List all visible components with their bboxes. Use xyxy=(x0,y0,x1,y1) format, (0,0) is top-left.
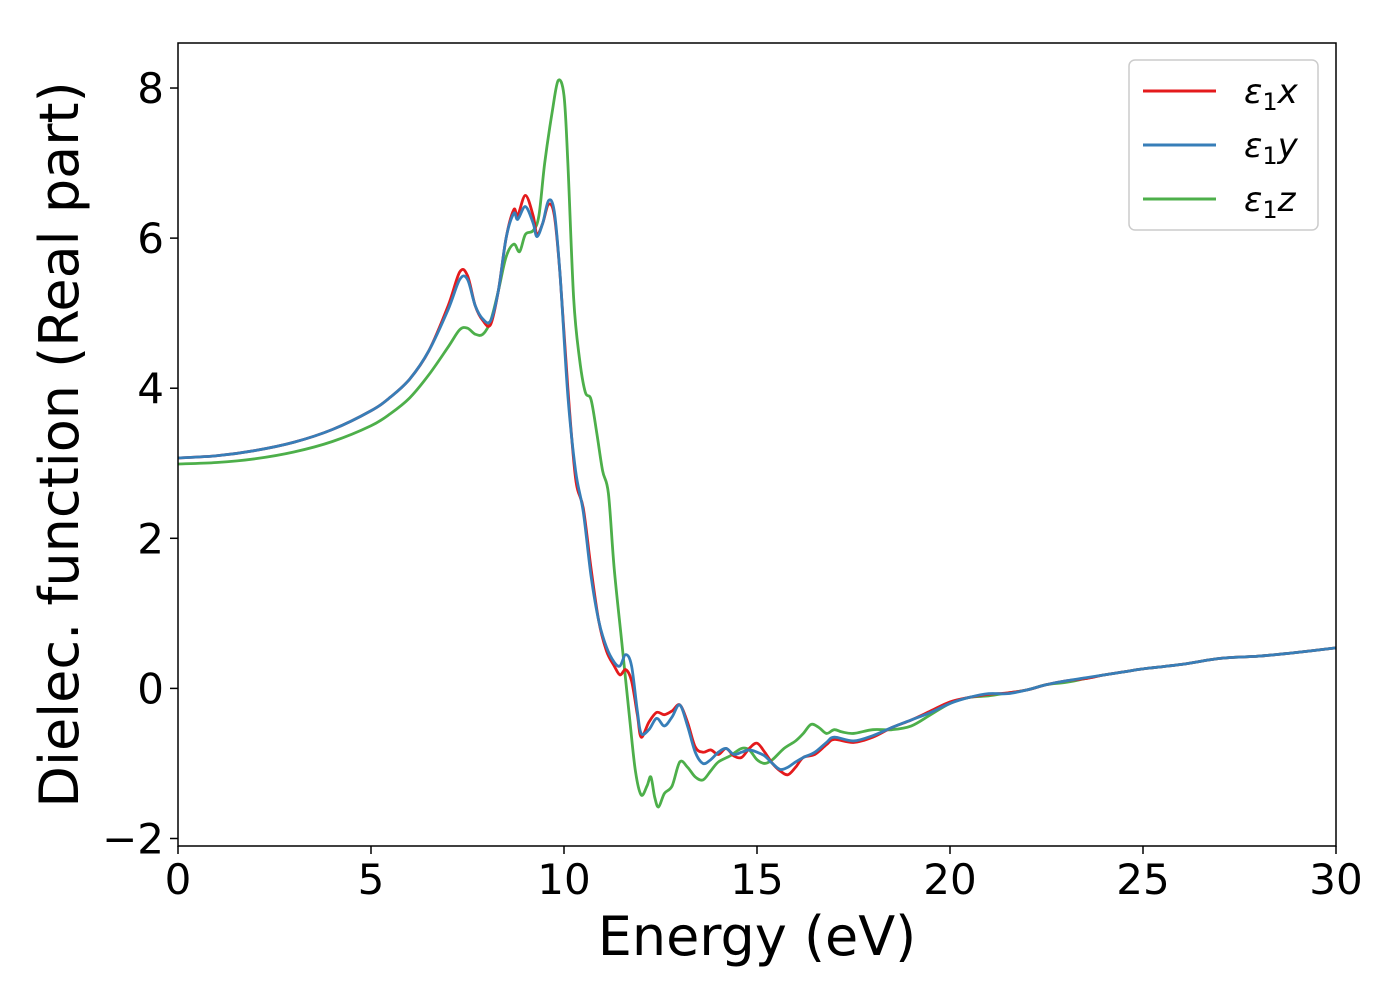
y-tick-label: −2 xyxy=(102,814,164,863)
y-tick-label: 4 xyxy=(137,364,164,413)
y-tick-label: 2 xyxy=(137,514,164,563)
legend-box xyxy=(1128,59,1319,231)
series-lines xyxy=(178,78,1336,809)
legend-label: ε1x xyxy=(1244,72,1299,116)
legend-item-x: ε1x xyxy=(1143,72,1299,116)
x-axis-title: Energy (eV) xyxy=(598,905,917,968)
x-tick-label: 5 xyxy=(358,855,385,904)
y-tick-label: 0 xyxy=(137,664,164,713)
y-tick-label: 6 xyxy=(137,214,164,263)
y-axis: −2 0 2 4 6 8 xyxy=(102,64,178,863)
x-tick-label: 30 xyxy=(1309,855,1362,904)
legend: ε1x ε1y ε1z xyxy=(1128,59,1319,231)
x-tick-label: 15 xyxy=(730,855,783,904)
y-tick-label: 8 xyxy=(137,64,164,113)
x-tick-label: 10 xyxy=(537,855,590,904)
x-tick-label: 20 xyxy=(923,855,976,904)
x-axis: 0 5 10 15 20 25 30 xyxy=(165,846,1363,904)
legend-item-z: ε1z xyxy=(1143,180,1297,224)
series-line-y xyxy=(178,198,1336,771)
legend-item-y: ε1y xyxy=(1143,126,1299,170)
series-layer xyxy=(178,78,1336,809)
x-tick-label: 25 xyxy=(1116,855,1169,904)
series-line-x xyxy=(178,193,1336,777)
y-axis-title: Dielec. function (Real part) xyxy=(28,81,91,807)
legend-label: ε1z xyxy=(1244,180,1297,224)
legend-label: ε1y xyxy=(1244,126,1299,170)
x-tick-label: 0 xyxy=(165,855,192,904)
